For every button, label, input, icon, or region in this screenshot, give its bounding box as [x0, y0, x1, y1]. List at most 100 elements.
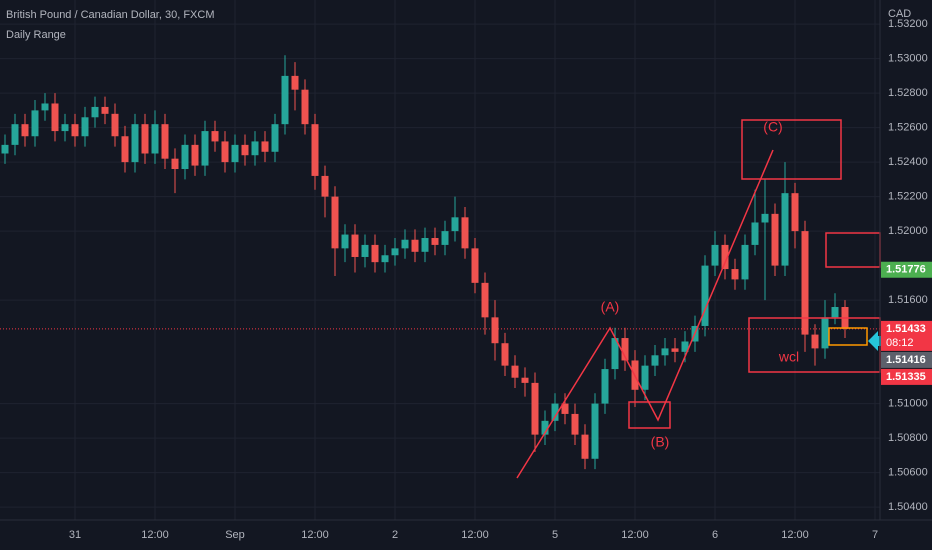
x-tick-label: 5	[552, 529, 558, 541]
candle-body	[171, 158, 179, 170]
candle-body	[261, 141, 269, 152]
price-label: 1.51776	[886, 264, 926, 276]
candle-body	[701, 265, 709, 326]
annotation: (C)	[763, 119, 782, 135]
candle-body	[761, 213, 769, 223]
x-tick-label: 12:00	[621, 529, 649, 541]
candle-body	[721, 244, 729, 270]
candle-body	[411, 239, 419, 252]
candle-body	[511, 365, 519, 378]
candle-body	[271, 124, 279, 152]
y-tick-label: 1.53200	[888, 18, 928, 30]
candle-body	[41, 103, 49, 111]
chart-subtitle: Daily Range	[6, 29, 66, 41]
price-label-bg	[881, 368, 932, 385]
candle-body	[441, 231, 449, 245]
candle-body	[181, 144, 189, 170]
y-tick-label: 1.51000	[888, 397, 928, 409]
candle-body	[101, 106, 109, 114]
candle-body	[661, 348, 669, 356]
candle-body	[821, 317, 829, 349]
candle-body	[131, 124, 139, 163]
candle-body	[521, 377, 529, 383]
price-countdown: 08:12	[886, 337, 914, 349]
candle-body	[331, 196, 339, 249]
candle-body	[291, 75, 299, 90]
x-tick-label: 6	[712, 529, 718, 541]
candle-body	[481, 282, 489, 318]
candle-body	[831, 306, 839, 318]
y-tick-label: 1.50600	[888, 466, 928, 478]
candle-body	[321, 175, 329, 197]
zone-b	[628, 401, 671, 429]
y-tick-label: 1.52000	[888, 225, 928, 237]
candle-body	[231, 144, 239, 163]
candle-body	[161, 124, 169, 159]
y-tick-label: 1.52600	[888, 122, 928, 134]
candle-body	[531, 382, 539, 435]
candle-body	[651, 355, 659, 366]
candle-body	[421, 238, 429, 252]
x-tick-label: 31	[69, 529, 81, 541]
price-label: 1.51416	[886, 354, 926, 366]
y-tick-label: 1.52400	[888, 156, 928, 168]
x-tick-label: 12:00	[461, 529, 489, 541]
candle-body	[731, 269, 739, 280]
candle-body	[31, 110, 39, 137]
candle-body	[501, 343, 509, 366]
wave-line	[516, 149, 774, 479]
candle-body	[381, 255, 389, 263]
candle-body	[81, 117, 89, 137]
y-tick-label: 1.50800	[888, 432, 928, 444]
candle-body	[201, 131, 209, 166]
candle-body	[61, 124, 69, 132]
y-axis-label: CAD	[888, 8, 911, 20]
arrow	[868, 331, 882, 351]
x-tick-label: 12:00	[141, 529, 169, 541]
candle-body	[351, 234, 359, 257]
price-label: 1.51433	[886, 323, 926, 335]
candle-body	[541, 420, 549, 435]
price-label-bg	[881, 261, 932, 278]
candle-body	[431, 238, 439, 245]
candle-body	[621, 338, 629, 361]
annotation: wcl	[778, 349, 799, 365]
candle-body	[581, 434, 589, 459]
candle-body	[361, 244, 369, 257]
candle-body	[461, 217, 469, 249]
candle-body	[191, 144, 199, 166]
candle-body	[491, 317, 499, 344]
candle-body	[71, 124, 79, 137]
y-tick-label: 1.51600	[888, 294, 928, 306]
candle-body	[221, 141, 229, 163]
candle-body	[141, 124, 149, 154]
candle-body	[601, 369, 609, 404]
candle-body	[51, 103, 59, 132]
candle-body	[211, 131, 219, 142]
candle-body	[671, 348, 679, 352]
candle-body	[11, 124, 19, 145]
candle-body	[281, 75, 289, 125]
annotation: (B)	[651, 434, 670, 450]
y-tick-label: 1.53000	[888, 53, 928, 65]
candle-body	[751, 222, 759, 245]
candle-body	[311, 124, 319, 176]
candle-body	[21, 124, 29, 137]
zone-c	[741, 119, 842, 180]
candle-body	[571, 413, 579, 435]
candles	[1, 55, 849, 470]
candle-body	[711, 244, 719, 266]
y-tick-label: 1.52200	[888, 191, 928, 203]
y-tick-label: 1.52800	[888, 87, 928, 99]
candle-body	[771, 213, 779, 266]
candle-body	[121, 136, 129, 163]
candle-body	[611, 338, 619, 370]
annotation: (A)	[601, 299, 620, 315]
candle-body	[741, 244, 749, 280]
candle-body	[111, 113, 119, 137]
candle-body	[591, 403, 599, 459]
candle-body	[781, 193, 789, 266]
x-tick-label: 12:00	[781, 529, 809, 541]
